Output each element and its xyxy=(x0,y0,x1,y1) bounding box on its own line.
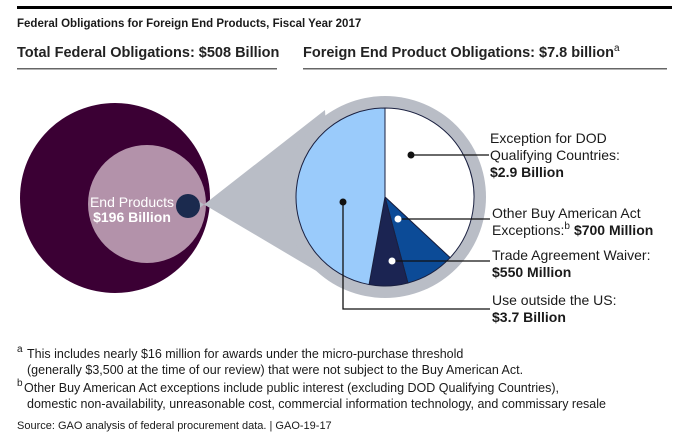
label-dod-1: Exception for DOD xyxy=(490,130,607,146)
label-dod-2: Qualifying Countries: xyxy=(490,147,620,163)
marker-trade xyxy=(388,257,396,265)
label-other-1: Other Buy American Act xyxy=(492,205,641,221)
right-header-rule xyxy=(303,68,667,70)
footnote-a-mark: a xyxy=(17,344,23,355)
footnote-b-mark: b xyxy=(17,378,23,389)
label-dod-value: $2.9 Billion xyxy=(490,164,564,180)
left-header: Total Federal Obligations: $508 Billion xyxy=(17,45,279,61)
source-note: Source: GAO analysis of federal procurem… xyxy=(17,420,332,432)
footnote-a-line1: This includes nearly $16 million for awa… xyxy=(27,347,463,361)
left-header-rule xyxy=(17,68,277,70)
end-products-value: $196 Billion xyxy=(93,209,171,225)
end-products-circle xyxy=(88,145,206,263)
pie-chart xyxy=(295,107,475,287)
leader-lines xyxy=(342,154,490,310)
label-trade-value: $550 Million xyxy=(492,264,571,280)
pie-slice-exception-for-dod-qualifying-countries xyxy=(384,107,475,259)
marker-outside xyxy=(339,198,347,206)
label-outside-1: Use outside the US: xyxy=(492,292,617,308)
label-trade-1: Trade Agreement Waiver: xyxy=(492,247,650,263)
marker-other xyxy=(394,215,402,223)
label-outside-value: $3.7 Billion xyxy=(492,309,566,325)
right-header: Foreign End Product Obligations: $7.8 bi… xyxy=(303,43,620,61)
footnote-b-line2: domestic non-availability, unreasonable … xyxy=(27,397,606,411)
footnote-a-line2: (generally $3,500 at the time of our rev… xyxy=(27,363,523,377)
marker-dod xyxy=(407,151,415,159)
pie-slice-use-outside-the-us xyxy=(295,107,386,286)
end-products-label: End Products xyxy=(90,194,174,210)
foreign-end-products-dot xyxy=(176,194,200,218)
figure-title: Federal Obligations for Foreign End Prod… xyxy=(17,18,361,30)
top-rule xyxy=(17,6,672,9)
footnote-b-line1: Other Buy American Act exceptions includ… xyxy=(24,381,559,395)
leader-outside xyxy=(342,202,490,310)
label-other-2: Exceptions:b $700 Million xyxy=(492,221,653,238)
